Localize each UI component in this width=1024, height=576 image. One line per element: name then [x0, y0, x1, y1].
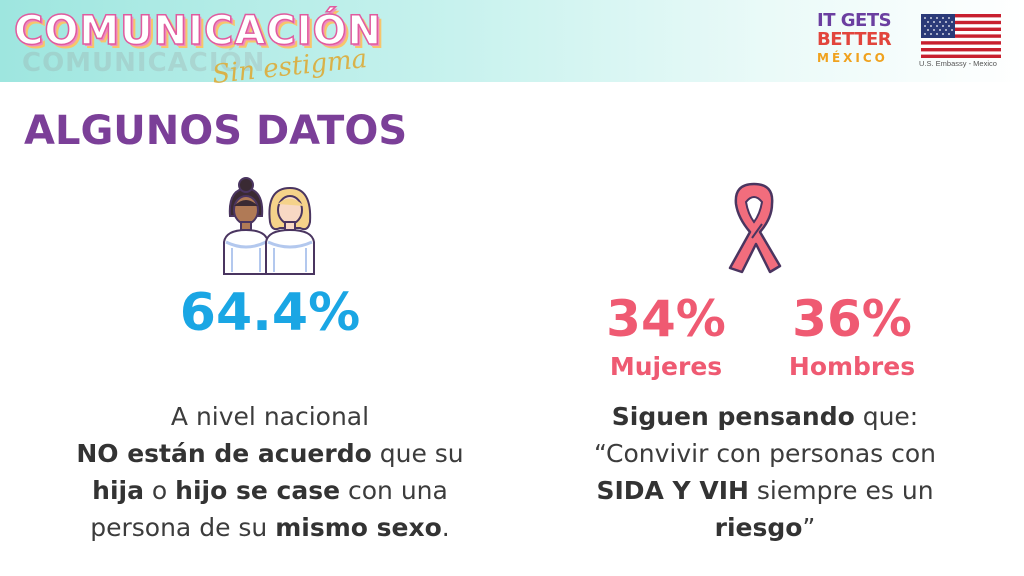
right-line-4: riesgo”: [714, 513, 816, 542]
left-description: A nivel nacional NO están de acuerdo que…: [30, 398, 510, 546]
right-line-3: SIDA Y VIH siempre es un: [596, 476, 934, 505]
embassy-label: U.S. Embassy - Mexico: [919, 59, 997, 68]
section-title: ALGUNOS DATOS: [24, 108, 408, 154]
left-line-4: persona de su mismo sexo.: [90, 513, 450, 542]
label-men: Hombres: [788, 352, 916, 381]
stat-disagree-percent: 64.4%: [179, 283, 361, 343]
stat-women-percent: 34%: [606, 290, 726, 348]
right-line-1: Siguen pensando que:: [611, 402, 919, 431]
us-flag-icon: [921, 14, 1001, 58]
left-line-1: A nivel nacional: [170, 402, 370, 431]
stat-men-percent: 36%: [792, 290, 912, 348]
label-women: Mujeres: [609, 352, 723, 381]
right-line-2: “Convivir con personas con: [593, 439, 937, 468]
logo-line-1: IT GETS: [817, 10, 892, 31]
brand-title-shadow: COMUNICACIÓN: [22, 48, 266, 78]
logo-line-3: MÉXICO: [817, 51, 888, 65]
right-description: Siguen pensando que: “Convivir con perso…: [545, 398, 985, 546]
awareness-ribbon-icon: [728, 182, 782, 274]
left-line-2: NO están de acuerdo que su: [76, 439, 464, 468]
two-brides-icon: [223, 177, 315, 275]
brand-title: COMUNICACIÓN: [13, 7, 383, 55]
logo-line-2: BETTER: [817, 29, 892, 50]
header-band: [0, 0, 1024, 82]
it-gets-better-logo: IT GETS BETTER MÉXICO: [817, 12, 897, 72]
brand-logo: COMUNICACIÓN COMUNICACIÓN Sin estigma: [13, 7, 414, 98]
left-line-3: hija o hijo se case con una: [92, 476, 448, 505]
